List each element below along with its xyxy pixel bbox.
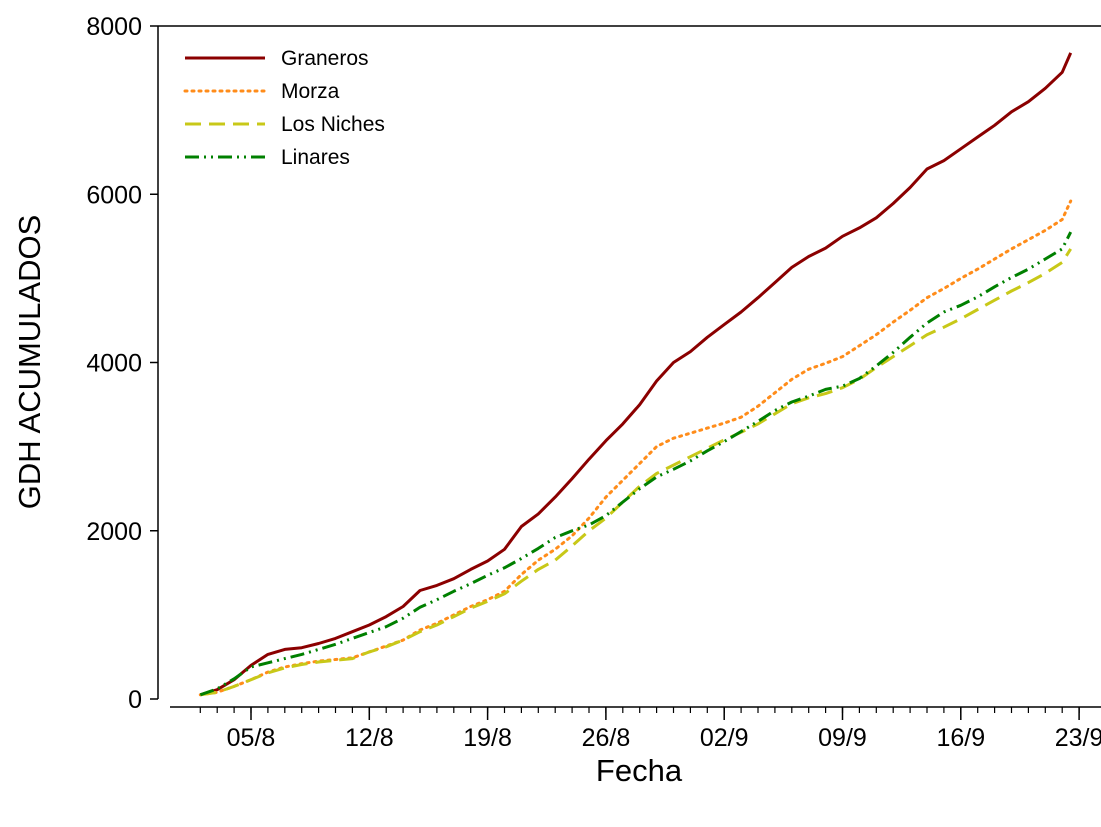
- series-line-morza: [198, 199, 1073, 697]
- y-tick-label: 8000: [86, 13, 142, 41]
- y-tick-label: 6000: [86, 181, 142, 209]
- x-tick-label: 09/9: [818, 724, 867, 752]
- legend-label: Morza: [281, 80, 340, 103]
- legend-label: Los Niches: [281, 113, 385, 136]
- y-axis-title: GDH ACUMULADOS: [12, 215, 47, 510]
- series-line-los-niches: [200, 248, 1072, 697]
- x-tick-label: 16/9: [936, 724, 985, 752]
- x-tick-label: 23/9: [1055, 724, 1101, 752]
- x-tick-label: 19/8: [463, 724, 512, 752]
- x-tick-label: 26/8: [582, 724, 631, 752]
- x-axis-title: Fecha: [596, 753, 683, 788]
- x-tick-label: 05/8: [227, 724, 276, 752]
- legend: Graneros Morza Los Niches Linares: [183, 47, 385, 169]
- y-tick-label: 0: [128, 686, 142, 714]
- legend-label: Linares: [281, 146, 350, 169]
- x-tick-label: 12/8: [345, 724, 394, 752]
- legend-label: Graneros: [281, 47, 369, 70]
- y-tick-label: 4000: [86, 350, 142, 378]
- series-layer: [198, 52, 1073, 697]
- series-line-linares: [199, 231, 1073, 697]
- series-line-graneros: [199, 52, 1073, 697]
- x-tick-label: 02/9: [700, 724, 749, 752]
- x-axis-ticks: 05/8 12/8 19/8 26/8 02/9 09/9 16/9 23/9: [199, 707, 1101, 752]
- y-tick-label: 2000: [86, 518, 142, 546]
- y-axis-ticks: 0 2000 4000 6000 8000: [86, 13, 158, 714]
